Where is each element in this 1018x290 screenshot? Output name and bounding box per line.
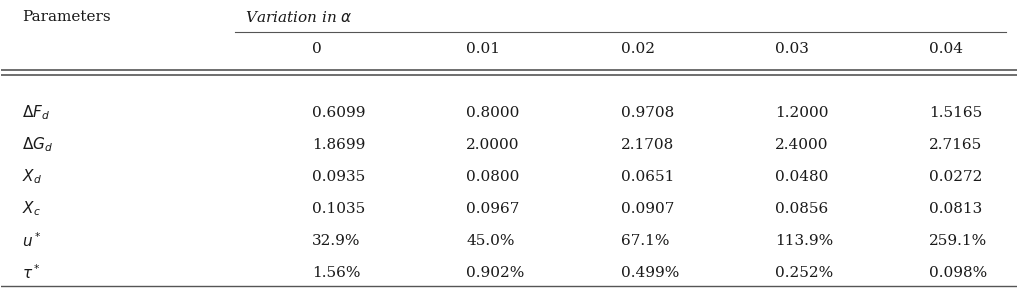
Text: 0.0651: 0.0651: [621, 170, 674, 184]
Text: 1.2000: 1.2000: [775, 106, 829, 120]
Text: 0.098%: 0.098%: [929, 266, 987, 280]
Text: $u^*$: $u^*$: [21, 231, 41, 250]
Text: 0.02: 0.02: [621, 42, 655, 56]
Text: 0.0272: 0.0272: [929, 170, 982, 184]
Text: 1.8699: 1.8699: [313, 138, 365, 152]
Text: 0.0800: 0.0800: [466, 170, 520, 184]
Text: 0.6099: 0.6099: [313, 106, 365, 120]
Text: Variation in $\alpha$: Variation in $\alpha$: [245, 10, 352, 25]
Text: 0.0813: 0.0813: [929, 202, 982, 216]
Text: 2.4000: 2.4000: [775, 138, 829, 152]
Text: 0.252%: 0.252%: [775, 266, 834, 280]
Text: 0.499%: 0.499%: [621, 266, 679, 280]
Text: 0.8000: 0.8000: [466, 106, 520, 120]
Text: 0.03: 0.03: [775, 42, 809, 56]
Text: 2.0000: 2.0000: [466, 138, 520, 152]
Text: 0.04: 0.04: [929, 42, 963, 56]
Text: 0.9708: 0.9708: [621, 106, 674, 120]
Text: 113.9%: 113.9%: [775, 234, 834, 248]
Text: $\tau^*$: $\tau^*$: [21, 263, 41, 282]
Text: 1.56%: 1.56%: [313, 266, 360, 280]
Text: 2.1708: 2.1708: [621, 138, 674, 152]
Text: 45.0%: 45.0%: [466, 234, 515, 248]
Text: 0.0935: 0.0935: [313, 170, 365, 184]
Text: 259.1%: 259.1%: [929, 234, 987, 248]
Text: 0: 0: [313, 42, 322, 56]
Text: 1.5165: 1.5165: [929, 106, 982, 120]
Text: $X_d$: $X_d$: [21, 168, 42, 186]
Text: 0.1035: 0.1035: [313, 202, 365, 216]
Text: 0.0907: 0.0907: [621, 202, 674, 216]
Text: $\Delta F_d$: $\Delta F_d$: [21, 104, 50, 122]
Text: 2.7165: 2.7165: [929, 138, 982, 152]
Text: 0.0856: 0.0856: [775, 202, 829, 216]
Text: Parameters: Parameters: [21, 10, 110, 24]
Text: 0.0480: 0.0480: [775, 170, 829, 184]
Text: 67.1%: 67.1%: [621, 234, 669, 248]
Text: 0.0967: 0.0967: [466, 202, 520, 216]
Text: 32.9%: 32.9%: [313, 234, 360, 248]
Text: $X_c$: $X_c$: [21, 200, 41, 218]
Text: $\Delta G_d$: $\Delta G_d$: [21, 136, 53, 154]
Text: 0.902%: 0.902%: [466, 266, 524, 280]
Text: 0.01: 0.01: [466, 42, 501, 56]
